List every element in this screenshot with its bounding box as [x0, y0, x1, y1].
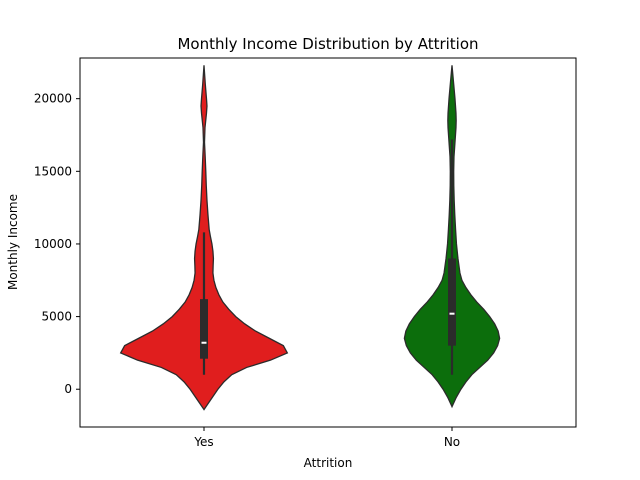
x-tick-label: Yes	[193, 435, 213, 449]
y-tick-label: 5000	[41, 310, 72, 324]
y-axis-label: Monthly Income	[6, 194, 20, 290]
chart-title: Monthly Income Distribution by Attrition	[177, 35, 478, 53]
y-tick-label: 20000	[34, 92, 72, 106]
y-tick-label: 10000	[34, 237, 72, 251]
plot-frame	[79, 57, 577, 428]
violin-iqr-box-no	[448, 258, 456, 346]
violins-group	[119, 65, 501, 411]
y-axis: 0 5000 10000 15000 20000	[34, 92, 80, 396]
x-axis: Yes No	[193, 427, 460, 449]
x-tick-label: No	[444, 435, 460, 449]
y-tick-label: 0	[64, 382, 72, 396]
x-axis-label: Attrition	[304, 456, 353, 470]
y-tick-label: 15000	[34, 164, 72, 178]
violin-iqr-box-yes	[200, 299, 208, 359]
